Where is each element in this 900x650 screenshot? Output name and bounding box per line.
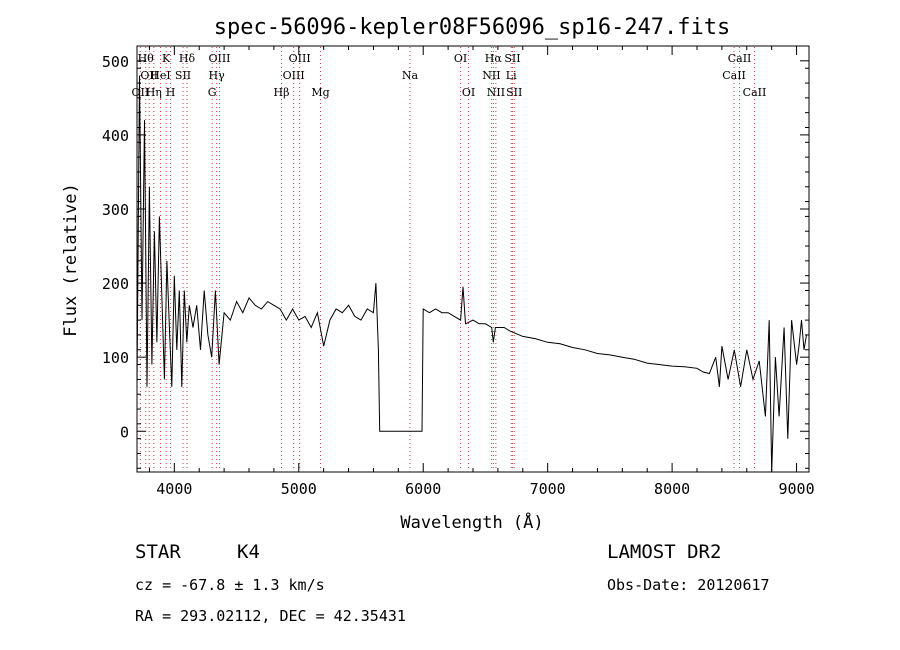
redshift-text: cz = -67.8 ± 1.3 km/s [135, 576, 325, 594]
line-marker-label: CaII [728, 52, 752, 65]
y-tick-label: 200 [102, 275, 129, 293]
x-axis: 4000 5000 6000 7000 8000 9000 [148, 46, 815, 498]
y-tick-label: 100 [102, 349, 129, 367]
survey-name: LAMOST DR2 [607, 541, 721, 563]
spectrum-line [136, 75, 807, 473]
x-tick-label: 6000 [405, 480, 441, 498]
x-tick-label: 7000 [530, 480, 566, 498]
line-marker-label: CaII [722, 69, 746, 82]
y-tick-label: 400 [102, 127, 129, 145]
line-marker-label: H [166, 86, 176, 99]
y-tick-label: 300 [102, 201, 129, 219]
coordinates: RA = 293.02112, DEC = 42.35431 [135, 607, 406, 625]
line-marker-label: OIII [289, 52, 311, 65]
object-subclass: K4 [237, 541, 260, 563]
line-marker-label: SII [504, 52, 520, 65]
chart-title: spec-56096-kepler08F56096_sp16-247.fits [214, 15, 731, 40]
line-marker-label: SII [175, 69, 191, 82]
line-marker-label: CaII [743, 86, 767, 99]
line-marker-label: Li [506, 69, 517, 82]
line-marker-label: NII [487, 86, 505, 99]
line-marker-label: G [208, 86, 217, 99]
line-marker-label: OII [132, 86, 150, 99]
y-axis: 0 100 200 300 400 500 [102, 53, 809, 469]
x-tick-label: 9000 [778, 480, 814, 498]
y-tick-label: 0 [120, 423, 129, 441]
line-marker-label: HeI [150, 69, 170, 82]
line-marker-label: Na [402, 69, 419, 82]
line-marker-label: Mg [311, 86, 329, 99]
x-tick-label: 5000 [281, 480, 317, 498]
line-marker-label: K [162, 52, 171, 65]
x-tick-label: 4000 [156, 480, 192, 498]
line-marker-label: Hα [485, 52, 503, 65]
plot-area [136, 45, 810, 473]
line-marker-label: Hθ [138, 52, 155, 65]
line-marker-label: NII [482, 69, 500, 82]
obs-date: Obs-Date: 20120617 [607, 576, 770, 594]
y-tick-label: 500 [102, 53, 129, 71]
x-axis-label: Wavelength (Å) [400, 511, 543, 533]
line-marker-labels: OIIHθOIIHηHeIKHSIIHδGHγOIIIHβOIIIOIIIMgN… [132, 52, 767, 99]
line-marker-label: OIII [208, 52, 230, 65]
line-markers [139, 47, 755, 471]
line-marker-label: Hβ [274, 86, 290, 99]
line-marker-label: OIII [283, 69, 305, 82]
line-marker-label: OI [462, 86, 475, 99]
line-marker-label: OII [140, 69, 158, 82]
line-marker-label: Hγ [209, 69, 226, 82]
object-class: STAR [135, 541, 181, 563]
x-tick-label: 8000 [654, 480, 690, 498]
y-axis-label: Flux (relative) [61, 183, 81, 337]
line-marker-label: Hδ [179, 52, 196, 65]
line-marker-label: Hη [146, 86, 162, 99]
line-marker-label: SII [506, 86, 522, 99]
line-marker-label: OI [454, 52, 467, 65]
